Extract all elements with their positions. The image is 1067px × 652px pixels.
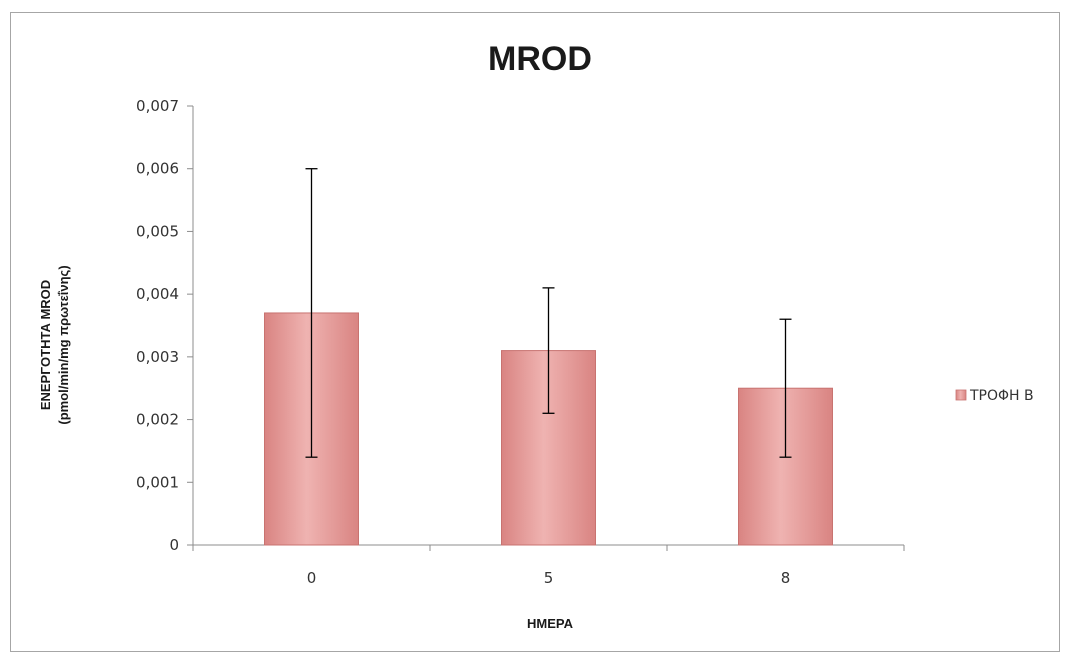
chart-title: MROD [488, 40, 592, 78]
y-tick-label: 0,006 [136, 160, 179, 178]
y-tick-label: 0,003 [136, 348, 179, 366]
legend-label: ΤΡΟΦΗ Β [969, 388, 1034, 404]
y-tick-label: 0,005 [136, 222, 179, 240]
y-tick-labels: 0 0,001 0,002 0,003 0,004 0,005 0,006 0,007 [136, 97, 179, 554]
y-axis-title: ΕΝΕΡΓΟΤΗΤΑ MROD (pmol/min/mg πρωτεΐνης) [38, 265, 71, 424]
y-tick-label: 0 [169, 536, 179, 554]
x-tick-label: 0 [307, 569, 317, 587]
y-tick-label: 0,001 [136, 473, 179, 491]
x-tick-labels: 0 5 8 [307, 569, 791, 587]
y-tick-label: 0,002 [136, 411, 179, 429]
legend: ΤΡΟΦΗ Β [955, 388, 1034, 404]
y-axis-title-line1: ΕΝΕΡΓΟΤΗΤΑ MROD [38, 280, 53, 410]
bars [264, 312, 833, 546]
y-tick-label: 0,004 [136, 285, 179, 303]
x-axis-title: ΗΜΕΡΑ [527, 616, 574, 631]
y-tick-label: 0,007 [136, 97, 179, 115]
x-tick-label: 8 [781, 569, 791, 587]
legend-swatch [955, 389, 967, 401]
chart-svg: MROD ΕΝΕΡΓΟΤΗΤΑ MROD (pmol/min/mg πρωτεΐ… [38, 40, 1034, 631]
error-bars [305, 168, 792, 458]
y-axis-title-line2: (pmol/min/mg πρωτεΐνης) [56, 265, 71, 424]
x-tick-label: 5 [544, 569, 554, 587]
